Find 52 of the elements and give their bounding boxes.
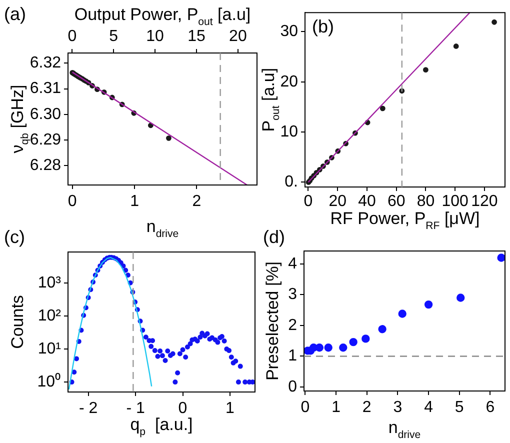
x-tick-label: - 1 xyxy=(126,400,145,418)
x2-tick-label: 0 xyxy=(68,28,77,45)
y-tick-label: 20 xyxy=(280,73,298,90)
y-tick-label: 30 xyxy=(280,23,298,40)
y-tick-label: 10 xyxy=(280,123,298,140)
y-axis-title: Preselected [%] xyxy=(263,261,282,381)
x2-tick-label: 10 xyxy=(146,28,164,45)
chart-title: (c) xyxy=(4,227,25,247)
x-tick-label: 1 xyxy=(130,193,140,210)
x-tick-label: 2 xyxy=(362,399,372,416)
x-tick-label: 1 xyxy=(226,400,235,418)
y-tick-label: 4 xyxy=(288,255,298,272)
x-tick-label: 5 xyxy=(454,399,464,416)
x-tick-label: 20 xyxy=(328,193,347,210)
y-tick-label: 6.29 xyxy=(30,131,62,148)
y-tick-label: 2 xyxy=(288,316,298,334)
y-tick-label: 10¹ xyxy=(38,340,61,358)
x-tick-label: 4 xyxy=(424,399,434,416)
y-tick-label: 10³ xyxy=(38,274,62,292)
x-tick-label: 0 xyxy=(300,399,310,416)
chart-title: (b) xyxy=(312,16,334,37)
y-tick-label: 1 xyxy=(288,348,298,365)
y-tick-label: 0. xyxy=(284,174,298,191)
chart-title: (d) xyxy=(263,227,285,247)
x-tick-label: 0 xyxy=(68,193,77,210)
x-tick-label: 100 xyxy=(442,193,469,210)
x2-tick-label: 20 xyxy=(229,28,247,45)
y-axis-title: νqb [GHz] xyxy=(8,84,31,154)
chart-title: (a) xyxy=(4,4,26,24)
y-tick-label: 6.28 xyxy=(30,156,62,174)
x-tick-label: 80 xyxy=(416,193,435,210)
y-tick-label: 6.31 xyxy=(30,80,62,98)
x-tick-label: 120 xyxy=(471,193,498,210)
x-tick-label: 0 xyxy=(178,400,188,418)
y-tick-label: 10⁰ xyxy=(37,372,61,390)
x-tick-label: 3 xyxy=(393,399,402,416)
x-tick-label: 40 xyxy=(358,193,376,210)
x-tick-label: 0 xyxy=(304,193,313,210)
y-tick-label: 6.30 xyxy=(30,106,62,123)
y-axis-title: Counts xyxy=(8,295,27,349)
x-tick-label: 1 xyxy=(332,399,341,416)
x-tick-label: - 2 xyxy=(78,400,98,418)
x-tick-label: 60 xyxy=(387,193,406,210)
y-tick-label: 0 xyxy=(288,378,298,396)
y-tick-label: 3 xyxy=(288,286,298,304)
y-tick-label: 6.32 xyxy=(30,54,62,72)
y-tick-label: 10² xyxy=(38,307,62,324)
x-tick-label: 6 xyxy=(486,399,495,416)
x2-tick-label: 5 xyxy=(109,28,118,45)
y-axis-title: Pout [a.u] xyxy=(259,68,282,132)
x-tick-label: 2 xyxy=(192,193,202,210)
x2-tick-label: 15 xyxy=(188,28,206,45)
